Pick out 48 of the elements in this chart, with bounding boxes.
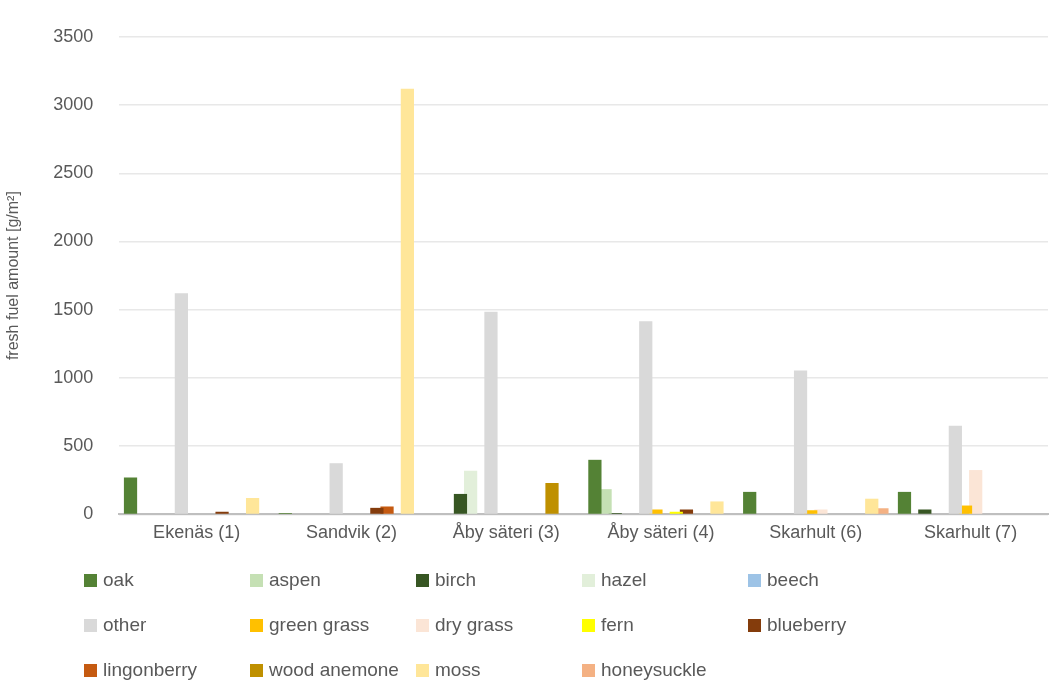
legend-label: lingonberry — [103, 659, 197, 681]
y-tick-label: 1000 — [53, 366, 94, 387]
legend-label: beech — [767, 569, 819, 591]
bar — [639, 321, 653, 514]
y-tick-label: 3500 — [53, 25, 94, 46]
legend-label: oak — [103, 569, 134, 591]
legend-label: other — [103, 614, 147, 636]
bar — [948, 425, 962, 514]
bar — [329, 463, 343, 514]
x-tick-label: Skarhult (7) — [924, 522, 1018, 543]
bar — [370, 507, 384, 514]
legend-label: dry grass — [435, 614, 514, 636]
y-tick-label: 2500 — [53, 162, 94, 183]
bar — [710, 501, 724, 514]
x-tick-label: Skarhult (6) — [769, 522, 863, 543]
x-tick-label: Åby säteri (4) — [607, 522, 715, 543]
y-tick-label: 3000 — [53, 94, 94, 114]
bar — [897, 491, 912, 514]
bar — [484, 311, 498, 514]
bar — [865, 498, 879, 514]
legend-label: aspen — [269, 569, 321, 591]
legend-label: blueberry — [767, 614, 847, 636]
y-axis-title: fresh fuel amount [g/m²] — [4, 191, 22, 361]
legend-label: birch — [435, 569, 477, 591]
x-tick-label: Sandvik (2) — [305, 522, 397, 543]
y-tick-label: 1500 — [53, 298, 94, 319]
legend-label: green grass — [269, 614, 370, 636]
bar — [123, 477, 138, 514]
bar — [174, 293, 188, 514]
legend-label: moss — [435, 659, 481, 681]
bar — [400, 88, 414, 514]
bar — [588, 459, 602, 514]
bar — [793, 370, 808, 514]
x-tick-label: Ekenäs (1) — [153, 522, 241, 543]
bar — [918, 509, 932, 514]
x-tick-label: Åby säteri (3) — [452, 522, 560, 543]
bar — [245, 498, 260, 514]
legend-label: fern — [601, 614, 634, 636]
y-tick-label: 2000 — [53, 230, 94, 251]
legend-label: honeysuckle — [601, 659, 707, 681]
legend-label: wood anemone — [269, 659, 399, 681]
bar — [743, 491, 757, 514]
bar — [969, 470, 983, 514]
y-tick-label: 500 — [63, 435, 94, 456]
legend-label: hazel — [601, 569, 647, 591]
y-tick-label: 0 — [83, 503, 94, 524]
bar — [453, 493, 468, 514]
bar — [545, 483, 559, 514]
